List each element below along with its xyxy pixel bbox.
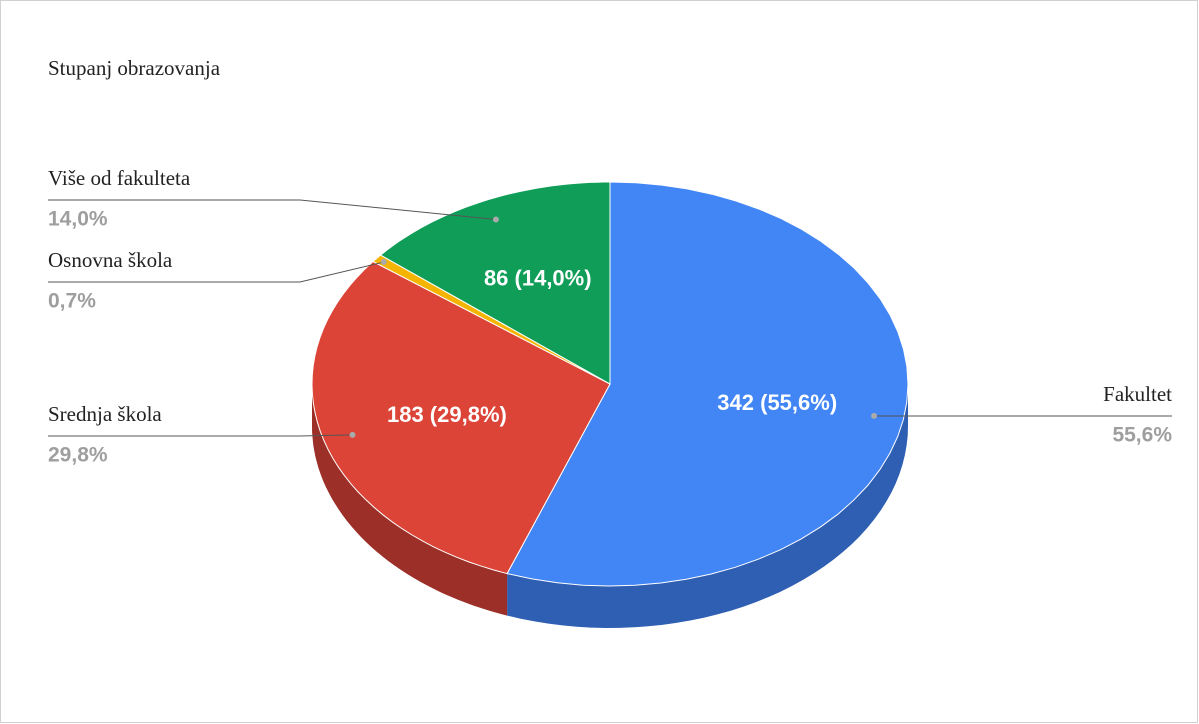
category-label: Osnovna škola [48,248,173,272]
category-label: Fakultet [1103,382,1172,406]
pie-slice-side [507,384,908,628]
pie-slice-side [312,384,508,616]
leader-dot [349,431,356,438]
pie-slice [371,254,611,385]
percent-label: 14,0% [48,208,108,231]
leader-dot [871,412,878,419]
leader-dot [380,259,387,266]
category-label: Srednja škola [48,402,162,426]
chart-title: Stupanj obrazovanja [48,56,221,80]
percent-label: 0,7% [48,290,96,313]
data-label: 183 (29,8%) [387,402,507,427]
pie-slice [506,181,909,587]
percent-label: 29,8% [48,444,108,467]
leader-line [48,434,353,437]
leader-line [48,261,384,283]
data-label: 342 (55,6%) [717,390,837,415]
data-label: 86 (14,0%) [484,266,592,291]
category-label: Više od fakulteta [48,166,191,190]
pie-slice [379,181,611,385]
percent-label: 55,6% [1112,424,1172,447]
leader-line [48,199,496,220]
leader-dot [492,216,499,223]
pie-slice [311,260,611,575]
